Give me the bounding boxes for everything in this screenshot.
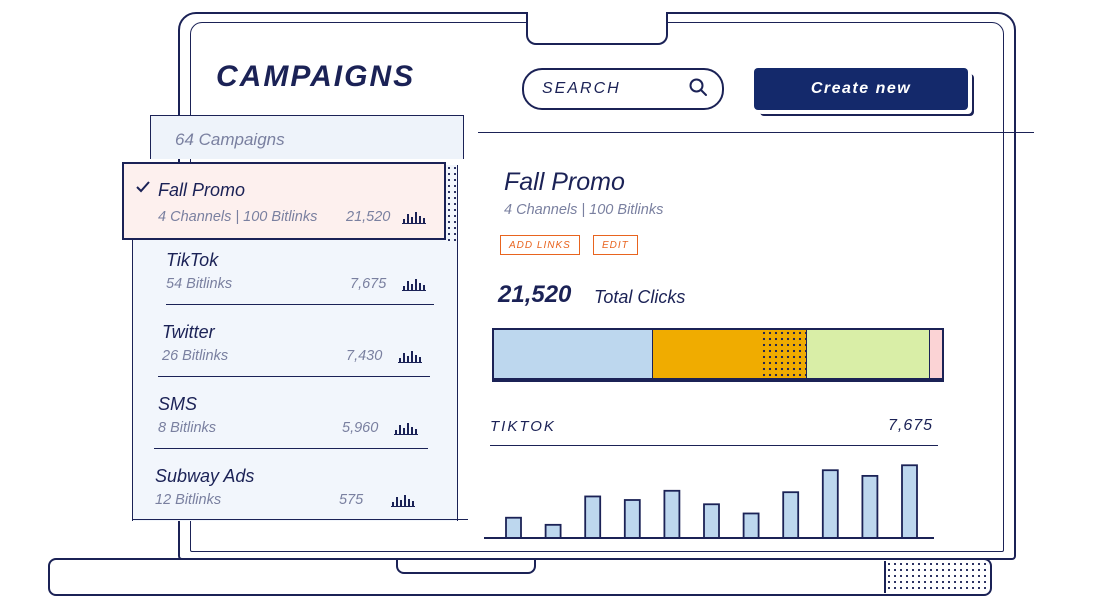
list-item-count: 575: [339, 492, 364, 508]
list-item-tiktok[interactable]: TikTok 54 Bitlinks 7,675: [166, 250, 434, 308]
laptop-base-notch: [396, 558, 536, 574]
detail-title: Fall Promo: [504, 168, 625, 196]
list-divider: [158, 376, 430, 377]
breakdown-segment: [494, 330, 653, 378]
channel-label: TIKTOK: [490, 418, 556, 435]
breakdown-segment: [930, 330, 942, 378]
campaign-count: 64 Campaigns: [150, 115, 464, 159]
chart-baseline: [484, 537, 934, 539]
list-item-name: Fall Promo: [158, 180, 246, 200]
list-item-subtitle: 54 Bitlinks: [166, 276, 233, 292]
list-item-count: 5,960: [342, 420, 379, 436]
trend-bar: [782, 491, 800, 539]
breakdown-segment: [652, 330, 807, 378]
clicks-breakdown-bar: [492, 328, 944, 380]
bar-chart-icon: [394, 422, 418, 435]
list-item-fall-promo[interactable]: Fall Promo 4 Channels | 100 Bitlinks 21,…: [122, 162, 446, 240]
laptop-base: [48, 558, 992, 596]
list-item-subtitle: 12 Bitlinks: [155, 492, 222, 508]
list-item-count: 21,520: [346, 209, 391, 225]
total-clicks-label: Total Clicks: [594, 287, 686, 307]
trend-bar: [821, 469, 839, 539]
search-placeholder: SEARCH: [542, 80, 621, 97]
list-item-subtitle: 26 Bitlinks: [162, 348, 229, 364]
trend-bar: [703, 503, 720, 539]
trend-bar: [623, 499, 641, 539]
camera-notch: [526, 12, 668, 45]
trend-bar: [663, 489, 681, 539]
trend-bar: [861, 474, 879, 539]
header-divider: [478, 132, 1034, 133]
list-item-name: Subway Ads: [155, 466, 255, 486]
list-item-subway-ads[interactable]: Subway Ads 12 Bitlinks 575: [155, 466, 425, 512]
channel-trend-chart: [505, 464, 918, 539]
trend-bar: [505, 516, 522, 539]
list-item-count: 7,675: [350, 276, 387, 292]
list-item-name: TikTok: [166, 250, 219, 270]
search-input[interactable]: SEARCH: [522, 68, 724, 110]
bar-chart-icon: [391, 494, 415, 507]
list-divider: [166, 304, 434, 305]
total-clicks-value: 21,520: [498, 281, 572, 308]
list-item-count: 7,430: [346, 348, 383, 364]
list-item-subtitle: 4 Channels | 100 Bitlinks: [158, 209, 318, 225]
list-item-twitter[interactable]: Twitter 26 Bitlinks 7,430: [158, 322, 430, 380]
channel-value: 7,675: [888, 417, 934, 434]
list-bottom-line: [132, 519, 468, 520]
list-item-name: Twitter: [162, 322, 215, 342]
list-item-sms[interactable]: SMS 8 Bitlinks 5,960: [154, 394, 428, 452]
search-icon[interactable]: [688, 77, 708, 102]
laptop-base-texture: [884, 561, 990, 593]
trend-bar: [544, 523, 562, 539]
edit-button[interactable]: EDIT: [593, 235, 638, 255]
bar-chart-icon: [398, 350, 422, 363]
list-item-name: SMS: [158, 394, 198, 414]
page-title: CAMPAIGNS: [216, 60, 416, 93]
list-divider: [154, 448, 428, 449]
trend-bar: [901, 464, 918, 539]
breakdown-segment: [806, 330, 931, 378]
bar-chart-icon: [402, 211, 426, 224]
create-new-button[interactable]: Create new: [754, 68, 968, 110]
list-shadow-texture: [446, 165, 460, 245]
bar-chart-icon: [402, 278, 426, 291]
trend-bar: [584, 495, 602, 539]
trend-bar: [742, 512, 760, 539]
add-links-button[interactable]: ADD LINKS: [500, 235, 580, 255]
channel-divider: [490, 445, 938, 446]
check-icon: [136, 180, 150, 198]
list-item-subtitle: 8 Bitlinks: [158, 420, 217, 436]
detail-subtitle: 4 Channels | 100 Bitlinks: [504, 202, 664, 218]
